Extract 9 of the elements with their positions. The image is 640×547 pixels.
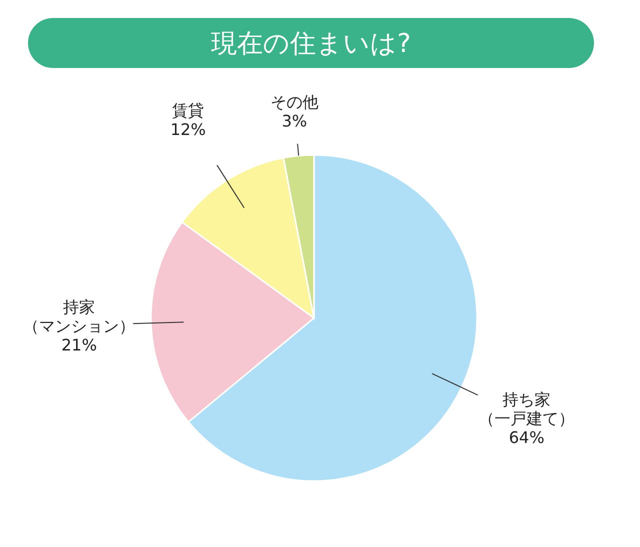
data-label: 12%: [170, 120, 206, 140]
data-label: 21%: [61, 335, 97, 354]
slice-label: 持ち家（一戸建て）: [478, 390, 575, 428]
slice-label: 賃貸: [172, 101, 204, 120]
slice-label: 持家（マンション）: [23, 297, 136, 336]
chart-title: 現在の住まいは?: [211, 29, 411, 59]
data-label: 3%: [282, 111, 308, 130]
data-label: 64%: [508, 428, 544, 448]
slice-label: その他: [270, 92, 318, 112]
